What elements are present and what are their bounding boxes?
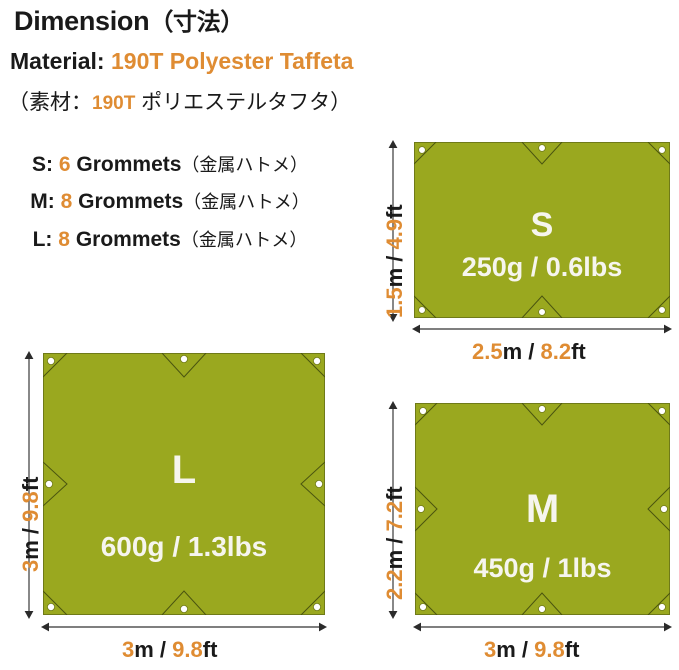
tarp-l-height-sep: / <box>18 521 43 541</box>
grommet-count-l: 8 <box>58 227 70 251</box>
tarp-l-height-arrow <box>24 351 34 619</box>
tarp-s-reinforcements <box>414 142 670 318</box>
tarp-l-height-label: 3m / 9.8ft <box>18 477 44 572</box>
tarp-diagram-m: M 450g / 1lbs <box>415 403 670 615</box>
tarp-m-grommets <box>417 405 668 613</box>
tarp-m-height-unit1: m <box>382 549 407 570</box>
tarp-m-reinforcements <box>415 403 670 615</box>
material-line-jp: （素材：190T ポリエステルタフタ） <box>8 86 351 116</box>
tarp-m-width-label: 3m / 9.8ft <box>484 637 579 663</box>
tarp-l-width-sep: / <box>153 637 173 662</box>
page-title-en: Dimension <box>14 6 150 36</box>
tarp-l-height-unit1: m <box>18 540 43 560</box>
material-jp-open: （素材： <box>8 91 92 114</box>
grommet-jp-m: （金属ハトメ） <box>183 192 310 213</box>
tarp-m-height-label: 2.2m / 7.2ft <box>382 486 408 600</box>
tarp-l-height-num1: 3 <box>18 559 43 572</box>
tarp-s-height-unit1: m <box>382 267 407 288</box>
tarp-l-width-unit2: ft <box>202 637 218 662</box>
tarp-l-height-num2: 9.8 <box>18 491 43 522</box>
tarp-s-width-arrow <box>412 324 672 334</box>
grommet-jp-s: （金属ハトメ） <box>181 155 308 175</box>
grommet-size-s: S: <box>32 153 54 176</box>
grommet-row-l: L: 8 Grommets（金属ハトメ） <box>0 227 340 253</box>
tarp-l-reinforcements <box>43 353 325 615</box>
tarp-l-height-unit2: ft <box>18 476 43 492</box>
tarp-s-height-arrow <box>388 140 398 322</box>
grommet-word-l: Grommets <box>75 227 181 251</box>
tarp-s-width-num2: 8.2 <box>540 339 572 364</box>
tarp-l-width-unit1: m <box>134 637 154 662</box>
grommet-jp-l: （金属ハトメ） <box>180 229 308 250</box>
tarp-l-width-label: 3m / 9.8ft <box>122 637 217 663</box>
tarp-m-width-unit2: ft <box>564 637 580 662</box>
tarp-m-width-arrow <box>413 622 672 632</box>
tarp-m-width-num1: 3 <box>484 637 497 662</box>
tarp-s-grommets <box>418 144 666 316</box>
grommet-count-s: 6 <box>58 153 71 176</box>
material-jp-value: 190T <box>92 93 136 114</box>
tarp-l-width-num1: 3 <box>122 637 135 662</box>
tarp-s-height-num1: 1.5 <box>382 287 407 318</box>
tarp-s-height-num2: 4.9 <box>382 218 407 250</box>
tarp-m-height-num2: 7.2 <box>382 500 407 532</box>
tarp-s-width-label: 2.5m / 8.2ft <box>472 339 586 365</box>
page-title-jp: （寸法） <box>149 9 245 36</box>
grommet-word-s: Grommets <box>76 153 182 176</box>
grommet-list: S: 6 Grommets（金属ハトメ） M: 8 Grommets（金属ハトメ… <box>0 152 340 264</box>
material-line: Material: 190T Polyester Taffeta <box>10 48 353 75</box>
tarp-l-grommets <box>45 355 323 613</box>
tarp-m-height-sep: / <box>382 531 407 550</box>
tarp-m-width-num2: 9.8 <box>534 637 565 662</box>
tarp-diagram-s: S 250g / 0.6lbs <box>414 142 670 318</box>
grommet-size-l: L: <box>32 227 53 251</box>
material-value: 190T Polyester Taffeta <box>110 48 354 74</box>
tarp-m-height-unit2: ft <box>382 486 407 501</box>
material-label: Material: <box>10 48 105 74</box>
grommet-size-m: M: <box>30 190 55 214</box>
tarp-m-height-arrow <box>388 401 398 619</box>
tarp-s-width-sep: / <box>522 339 541 364</box>
grommet-row-m: M: 8 Grommets（金属ハトメ） <box>0 189 340 215</box>
tarp-s-width-unit1: m <box>502 339 523 364</box>
tarp-s-height-unit2: ft <box>382 204 407 219</box>
tarp-s-height-label: 1.5m / 4.9ft <box>382 204 408 318</box>
material-jp-rest: ポリエステルタフタ） <box>135 91 352 114</box>
tarp-s-height-sep: / <box>382 249 407 268</box>
grommet-row-s: S: 6 Grommets（金属ハトメ） <box>0 152 340 178</box>
grommet-word-m: Grommets <box>78 190 184 214</box>
tarp-diagram-l: L 600g / 1.3lbs <box>43 353 325 615</box>
tarp-l-width-num2: 9.8 <box>172 637 203 662</box>
tarp-m-height-num1: 2.2 <box>382 569 407 600</box>
tarp-m-width-unit1: m <box>496 637 516 662</box>
tarp-l-width-arrow <box>41 622 327 632</box>
page-title: Dimension（寸法） <box>14 2 244 37</box>
grommet-count-m: 8 <box>60 190 73 214</box>
tarp-m-width-sep: / <box>515 637 535 662</box>
tarp-s-width-num1: 2.5 <box>472 339 503 364</box>
tarp-s-width-unit2: ft <box>571 339 586 364</box>
